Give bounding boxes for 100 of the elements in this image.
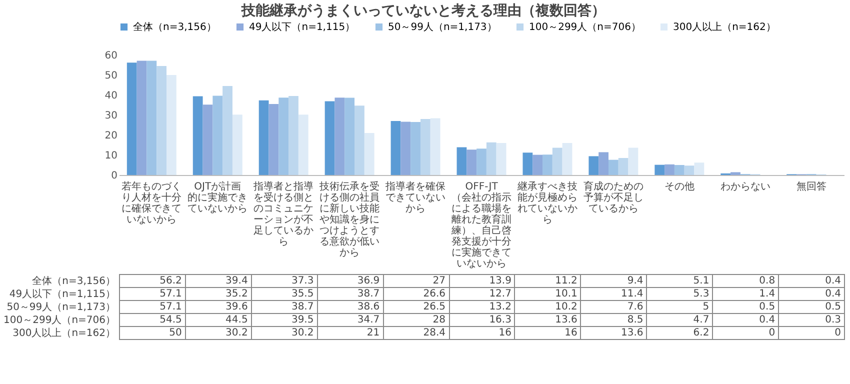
bar (588, 156, 599, 175)
data-label: 39.6 (226, 302, 248, 312)
bar (562, 143, 572, 175)
data-label: 0.4 (759, 314, 776, 326)
data-label: 10.1 (555, 288, 578, 300)
bar (496, 143, 506, 175)
bar (410, 122, 420, 175)
bar (288, 96, 298, 175)
x-tick-label: わからない (720, 182, 770, 192)
data-label: 0.3 (825, 314, 841, 326)
data-label: 44.5 (226, 314, 248, 326)
x-tick-label: OJTが計画的に実施できていないから (188, 180, 248, 214)
x-tick-label: 技術伝承を受ける側の社員に新しい技能や知識を身につけようとする意欲が低いから (318, 180, 380, 258)
data-label: 37.3 (291, 276, 314, 286)
text: 100～299人（n=706） (4, 315, 116, 326)
data-label: 13.6 (621, 328, 644, 338)
bar (552, 148, 562, 175)
data-label: 38.7 (291, 302, 314, 312)
data-label: 36.9 (357, 276, 380, 286)
bar (674, 165, 684, 175)
data-label: 12.7 (489, 288, 512, 300)
data-label: 57.1 (160, 288, 182, 300)
bar (664, 164, 674, 175)
data-label: 6.2 (693, 328, 710, 338)
x-tick-label: その他 (664, 180, 694, 192)
data-label: 13.2 (489, 302, 512, 312)
data-label: 39.4 (226, 276, 248, 286)
data-label: 35.5 (291, 288, 314, 300)
data-label: 28 (432, 314, 446, 326)
data-label: 54.5 (160, 314, 182, 326)
data-label: 50 (169, 328, 182, 338)
bar (532, 154, 543, 175)
x-tick-label: 継承すべき技能が見極められていないから (516, 180, 578, 226)
data-label: 26.6 (423, 288, 446, 300)
bar (222, 86, 232, 175)
data-label: 34.7 (357, 314, 380, 326)
x-tick-label: 指導者を確保できていないから (384, 180, 446, 214)
bar (390, 121, 401, 175)
bar (522, 152, 533, 175)
bar (364, 133, 374, 175)
bar (278, 98, 289, 175)
text: 全体（n=3,156） (32, 276, 116, 287)
data-label: 26.5 (423, 302, 446, 312)
data-label: 27 (432, 276, 446, 286)
chart-title: 技能継承がうまくいっていないと考える理由（複数回答） (240, 2, 606, 19)
data-label: 13.9 (489, 276, 512, 286)
y-tick-label: 30 (104, 110, 118, 122)
bar (456, 147, 467, 175)
bar (192, 96, 203, 175)
bar (430, 118, 440, 175)
bar (156, 66, 166, 175)
data-label: 0 (834, 328, 841, 338)
data-label: 56.2 (160, 276, 182, 286)
data-label: 0 (768, 328, 776, 338)
y-tick-label: 20 (104, 130, 118, 142)
bar (542, 154, 552, 175)
legend-label: 50～99人（n=1,173） (388, 22, 497, 33)
bar (486, 142, 496, 175)
bar (202, 104, 213, 175)
data-label: 9.4 (627, 276, 644, 286)
bar (344, 98, 355, 175)
data-label: 38.7 (357, 288, 380, 300)
x-tick-label: 育成のための予算が不足しているから (583, 180, 644, 214)
bar (232, 114, 242, 175)
bar (694, 162, 704, 175)
data-label: 38.6 (357, 302, 380, 312)
data-label: 0.5 (825, 302, 841, 312)
data-label: 11.4 (621, 288, 644, 300)
data-label: 0.4 (825, 276, 841, 286)
bar (126, 62, 137, 175)
bar (618, 158, 628, 175)
data-label: 16.3 (489, 314, 512, 326)
data-label: 10.2 (555, 302, 578, 312)
bar (730, 172, 740, 175)
data-label: 4.7 (693, 314, 710, 326)
bar (258, 100, 269, 175)
bar (598, 152, 608, 175)
bar (354, 106, 364, 175)
data-label: 57.1 (160, 302, 182, 312)
data-label: 35.2 (226, 288, 248, 300)
bar (420, 119, 430, 175)
data-label: 1.4 (759, 288, 776, 300)
data-label: 39.5 (291, 314, 314, 326)
data-label: 16 (564, 328, 578, 338)
bar (166, 75, 176, 175)
bar (324, 101, 335, 175)
y-tick-label: 40 (104, 90, 118, 102)
bar (212, 96, 223, 175)
x-tick-label: 若年ものづくり人材を十分に確保できていないから (122, 180, 182, 226)
y-tick-label: 50 (104, 70, 118, 82)
bar (654, 164, 665, 175)
bar (608, 160, 618, 175)
bar (268, 104, 279, 175)
legend-label: 全体（n=3,156） (133, 21, 216, 33)
data-label: 11.2 (555, 276, 578, 286)
y-tick-label: 10 (104, 150, 118, 162)
x-tick-label: 指導者と指導を受ける側とのコミュニケーションが不足しているから (252, 180, 314, 248)
legend-label: 100～299人（n=706） (529, 22, 641, 33)
data-label: 7.6 (627, 302, 644, 312)
bar (628, 148, 638, 175)
